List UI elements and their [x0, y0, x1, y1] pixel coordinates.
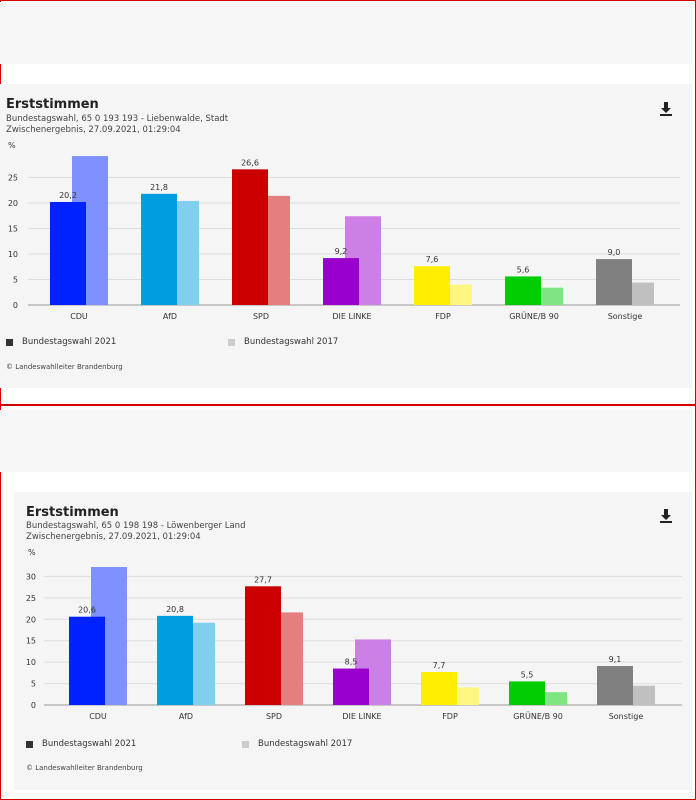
- bar-2021[interactable]: [232, 169, 268, 305]
- bar-2021[interactable]: [509, 681, 545, 705]
- download-icon[interactable]: [659, 508, 673, 524]
- data-label: 27,7: [254, 575, 272, 584]
- y-tick-label: 25: [8, 174, 18, 183]
- bar-2021[interactable]: [50, 201, 86, 305]
- y-tick-label: 0: [13, 301, 18, 310]
- top-strip: [0, 2, 692, 64]
- bar-2021[interactable]: [69, 616, 105, 705]
- data-label: 9,0: [608, 248, 621, 257]
- bar-2021[interactable]: [141, 193, 177, 305]
- chart-title: Erststimmen: [26, 505, 119, 520]
- y-tick-label: 30: [26, 572, 36, 581]
- data-label: 21,8: [150, 183, 168, 192]
- data-label: 20,6: [78, 606, 96, 615]
- bar-2021[interactable]: [505, 276, 541, 305]
- y-tick-label: 15: [8, 225, 18, 234]
- bar-2021[interactable]: [323, 258, 359, 305]
- legend-swatch: [6, 338, 13, 346]
- x-tick-label: DIE LINKE: [342, 712, 381, 721]
- bar-2021[interactable]: [414, 266, 450, 305]
- x-tick-label: SPD: [266, 712, 282, 721]
- x-tick-label: CDU: [70, 312, 88, 321]
- panel-divider: [0, 404, 696, 406]
- legend-2017: Bundestagswahl 2017: [228, 337, 338, 347]
- x-tick-label: Sonstige: [608, 312, 643, 321]
- middle-strip: [0, 410, 692, 472]
- credit-text: © Landeswahlleiter Brandenburg: [6, 363, 123, 371]
- bar-2021[interactable]: [596, 259, 632, 305]
- y-tick-label: 25: [26, 594, 36, 603]
- data-label: 5,6: [517, 265, 530, 274]
- data-label: 9,2: [335, 247, 348, 256]
- bar-2021[interactable]: [421, 672, 457, 705]
- x-tick-label: FDP: [442, 712, 458, 721]
- y-tick-label: 20: [8, 199, 18, 208]
- credit-text: © Landeswahlleiter Brandenburg: [26, 764, 143, 772]
- bar-2021[interactable]: [597, 666, 633, 705]
- legend-2021: Bundestagswahl 2021: [6, 337, 116, 347]
- data-label: 8,5: [345, 658, 358, 667]
- chart-title: Erststimmen: [6, 97, 99, 112]
- x-tick-label: DIE LINKE: [332, 312, 371, 321]
- y-unit-label: %: [28, 548, 36, 557]
- legend-2021: Bundestagswahl 2021: [26, 739, 136, 749]
- data-label: 7,7: [433, 661, 446, 670]
- chart-card-2: Erststimmen Bundestagswahl, 65 0 198 198…: [14, 492, 692, 790]
- y-tick-label: 10: [8, 250, 18, 259]
- y-tick-label: 15: [26, 637, 36, 646]
- y-tick-label: 5: [13, 276, 18, 285]
- bar-2021[interactable]: [157, 615, 193, 705]
- y-tick-label: 20: [26, 615, 36, 624]
- y-tick-label: 5: [31, 680, 36, 689]
- bar-2021[interactable]: [245, 586, 281, 705]
- chart-subtitle: Bundestagswahl, 65 0 193 193 - Liebenwal…: [6, 114, 229, 124]
- bar-chart: 0 5 10 15 20 25 30 20,6 CDU 20,8 AfD 27,7 SPD 8,5 DIE …: [26, 567, 682, 721]
- x-tick-label: SPD: [253, 312, 269, 321]
- y-tick-label: 10: [26, 658, 36, 667]
- chart-timestamp: Zwischenergebnis, 27.09.2021, 01:29:04: [6, 125, 181, 135]
- y-unit-label: %: [8, 141, 16, 150]
- chart-subtitle: Bundestagswahl, 65 0 198 198 - Löwenberg…: [26, 521, 246, 531]
- x-tick-label: AfD: [179, 712, 193, 721]
- legend-2017: Bundestagswahl 2017: [242, 739, 352, 749]
- x-tick-label: GRÜNE/B 90: [509, 311, 559, 321]
- bar-2021[interactable]: [333, 668, 369, 705]
- data-label: 7,6: [426, 255, 439, 264]
- legend-label: Bundestagswahl 2021: [42, 739, 137, 749]
- bar-chart: 0 5 10 15 20 25 20,2 CDU 21,8 AfD 26,6 SPD 9,2 DIE LI…: [8, 156, 680, 321]
- legend-label: Bundestagswahl 2017: [258, 739, 353, 749]
- data-label: 20,8: [166, 605, 184, 614]
- x-tick-label: FDP: [435, 312, 451, 321]
- legend-swatch: [26, 740, 33, 748]
- x-tick-label: Sonstige: [609, 712, 644, 721]
- x-tick-label: GRÜNE/B 90: [513, 711, 563, 721]
- x-tick-label: AfD: [163, 312, 177, 321]
- legend-label: Bundestagswahl 2021: [22, 337, 117, 347]
- data-label: 9,1: [609, 655, 622, 664]
- legend-label: Bundestagswahl 2017: [244, 337, 339, 347]
- data-label: 20,2: [59, 191, 77, 200]
- chart-card-1: Erststimmen Bundestagswahl, 65 0 193 193…: [0, 84, 692, 388]
- legend-swatch: [228, 338, 235, 346]
- chart-timestamp: Zwischenergebnis, 27.09.2021, 01:29:04: [26, 532, 201, 542]
- download-icon[interactable]: [659, 101, 673, 117]
- data-label: 26,6: [241, 158, 259, 167]
- legend-swatch: [242, 740, 249, 748]
- data-label: 5,5: [521, 670, 534, 679]
- y-tick-label: 0: [31, 701, 36, 710]
- x-tick-label: CDU: [89, 712, 107, 721]
